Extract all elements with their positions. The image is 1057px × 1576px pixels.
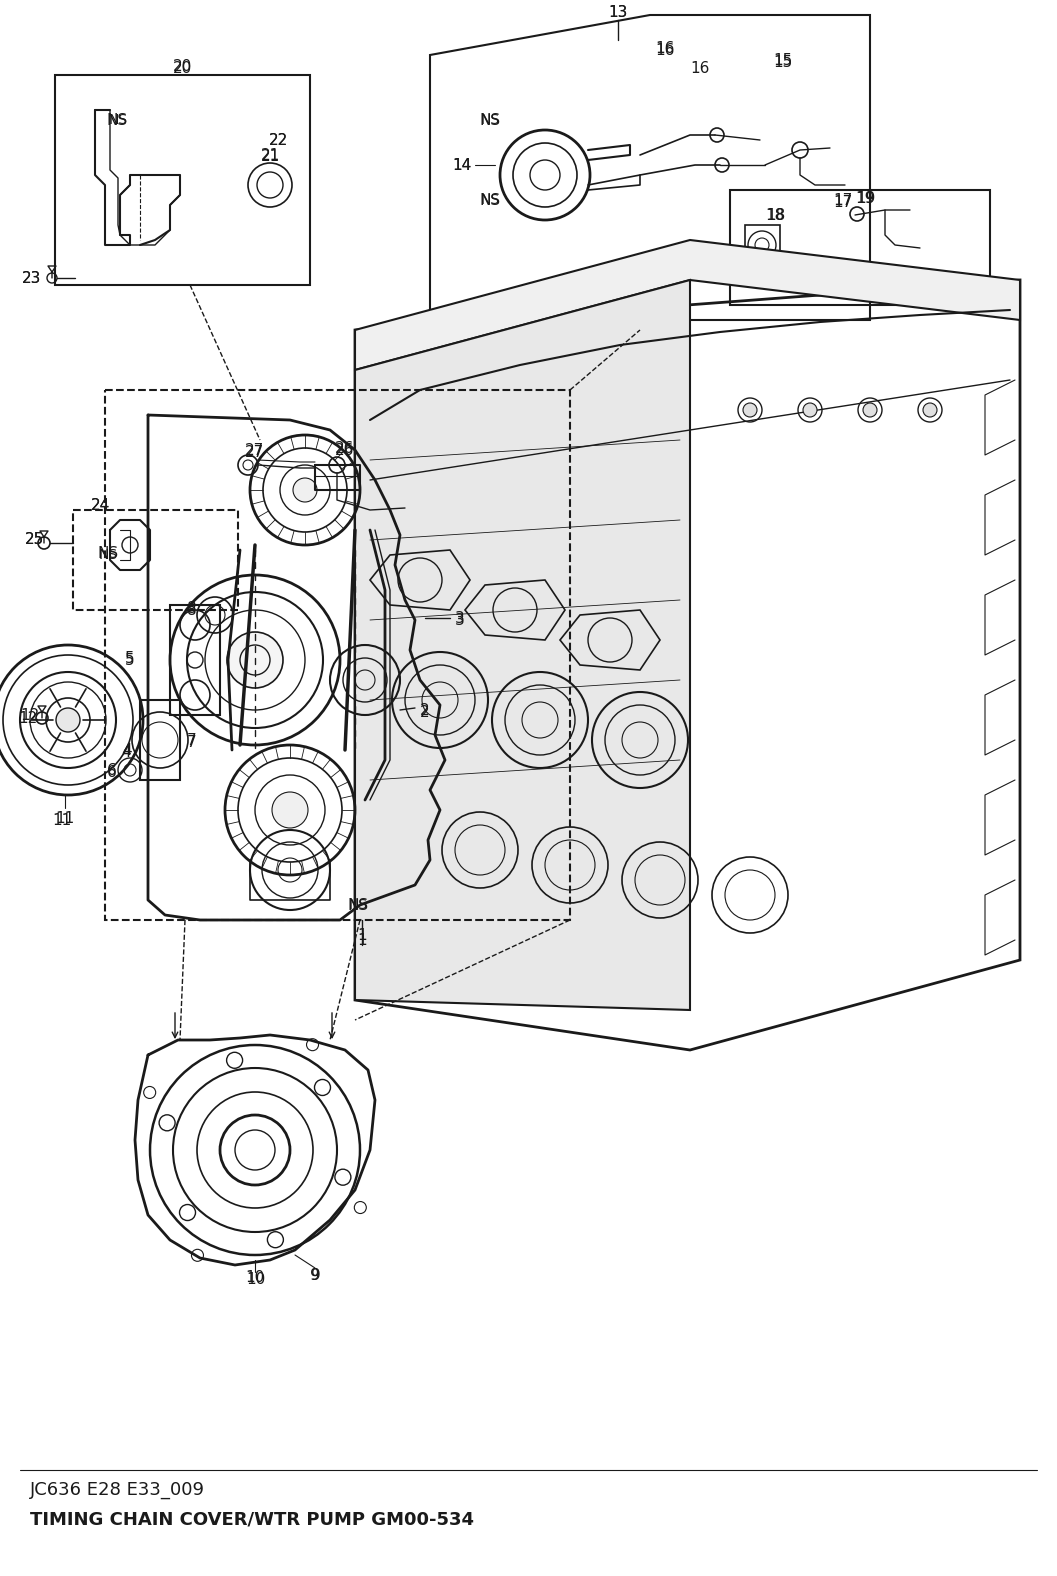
Text: NS: NS xyxy=(480,192,501,208)
Text: 26: 26 xyxy=(335,443,355,457)
Text: 21: 21 xyxy=(260,148,280,162)
Text: 8: 8 xyxy=(187,600,197,616)
Text: 1: 1 xyxy=(357,933,367,947)
Text: 15: 15 xyxy=(774,55,793,69)
Bar xyxy=(105,389,570,920)
Text: NS: NS xyxy=(348,897,369,913)
Text: 17: 17 xyxy=(833,192,853,208)
Text: 4: 4 xyxy=(123,742,132,758)
Text: NS: NS xyxy=(481,113,500,128)
Bar xyxy=(745,225,780,274)
Text: 20: 20 xyxy=(173,60,192,76)
Circle shape xyxy=(293,478,317,503)
Circle shape xyxy=(743,403,757,418)
Text: 9: 9 xyxy=(310,1267,320,1283)
Text: 22: 22 xyxy=(268,132,288,148)
Text: 16: 16 xyxy=(655,43,674,57)
Text: 3: 3 xyxy=(456,613,465,627)
Text: 4: 4 xyxy=(122,744,131,760)
Text: NS: NS xyxy=(349,898,368,913)
Text: 6: 6 xyxy=(107,763,117,777)
Text: NS: NS xyxy=(480,112,501,128)
Text: 19: 19 xyxy=(855,191,875,205)
Text: 25: 25 xyxy=(25,533,44,547)
Polygon shape xyxy=(355,240,1020,370)
Text: 5: 5 xyxy=(125,652,135,668)
Circle shape xyxy=(227,632,283,689)
Circle shape xyxy=(272,793,308,827)
Polygon shape xyxy=(355,281,690,1010)
Text: NS: NS xyxy=(107,112,128,128)
Text: 11: 11 xyxy=(55,810,75,826)
Bar xyxy=(73,511,238,610)
Circle shape xyxy=(56,708,80,731)
Text: 3: 3 xyxy=(456,610,465,626)
Text: 2: 2 xyxy=(421,704,430,720)
Circle shape xyxy=(863,403,877,418)
Text: 15: 15 xyxy=(774,52,793,68)
Text: 27: 27 xyxy=(245,444,264,460)
Circle shape xyxy=(923,403,937,418)
Text: 27: 27 xyxy=(245,443,264,457)
Text: 24: 24 xyxy=(91,498,110,512)
Text: 23: 23 xyxy=(22,271,41,285)
Text: 10: 10 xyxy=(245,1270,264,1286)
Text: 12: 12 xyxy=(18,711,38,725)
Text: 13: 13 xyxy=(609,5,628,19)
Text: 21: 21 xyxy=(260,148,280,164)
Text: 24: 24 xyxy=(91,498,110,512)
Text: NS: NS xyxy=(481,192,500,206)
Text: 17: 17 xyxy=(833,194,853,210)
Bar xyxy=(170,605,220,716)
Text: 16: 16 xyxy=(655,41,674,55)
Text: 13: 13 xyxy=(609,5,628,19)
Text: 23: 23 xyxy=(22,271,41,285)
Text: 8: 8 xyxy=(187,602,197,618)
Bar xyxy=(55,76,310,285)
Text: 14: 14 xyxy=(452,158,471,172)
Text: 6: 6 xyxy=(107,764,117,780)
Text: 18: 18 xyxy=(766,208,785,222)
Bar xyxy=(730,191,990,306)
Text: 7: 7 xyxy=(187,734,197,750)
Text: 20: 20 xyxy=(173,58,192,74)
Text: 5: 5 xyxy=(125,651,135,665)
Text: 22: 22 xyxy=(268,132,288,148)
Text: TIMING CHAIN COVER/WTR PUMP GM00-534: TIMING CHAIN COVER/WTR PUMP GM00-534 xyxy=(30,1511,474,1529)
Text: 16: 16 xyxy=(690,60,709,76)
Text: 19: 19 xyxy=(856,191,875,205)
Bar xyxy=(140,700,180,780)
Text: 10: 10 xyxy=(246,1272,265,1288)
Text: 12: 12 xyxy=(20,708,39,722)
Text: NS: NS xyxy=(109,113,128,128)
Text: 26: 26 xyxy=(335,441,355,455)
Text: NS: NS xyxy=(98,548,117,563)
Text: 1: 1 xyxy=(357,928,367,942)
Text: NS: NS xyxy=(97,545,118,561)
Text: JC636 E28 E33_009: JC636 E28 E33_009 xyxy=(30,1481,205,1499)
Text: 25: 25 xyxy=(25,533,44,547)
Text: 14: 14 xyxy=(452,158,471,172)
Text: 18: 18 xyxy=(765,208,784,222)
Text: 7: 7 xyxy=(187,733,197,747)
Text: 9: 9 xyxy=(311,1269,321,1283)
Circle shape xyxy=(803,403,817,418)
Text: 11: 11 xyxy=(53,813,72,827)
Text: 2: 2 xyxy=(421,703,430,717)
